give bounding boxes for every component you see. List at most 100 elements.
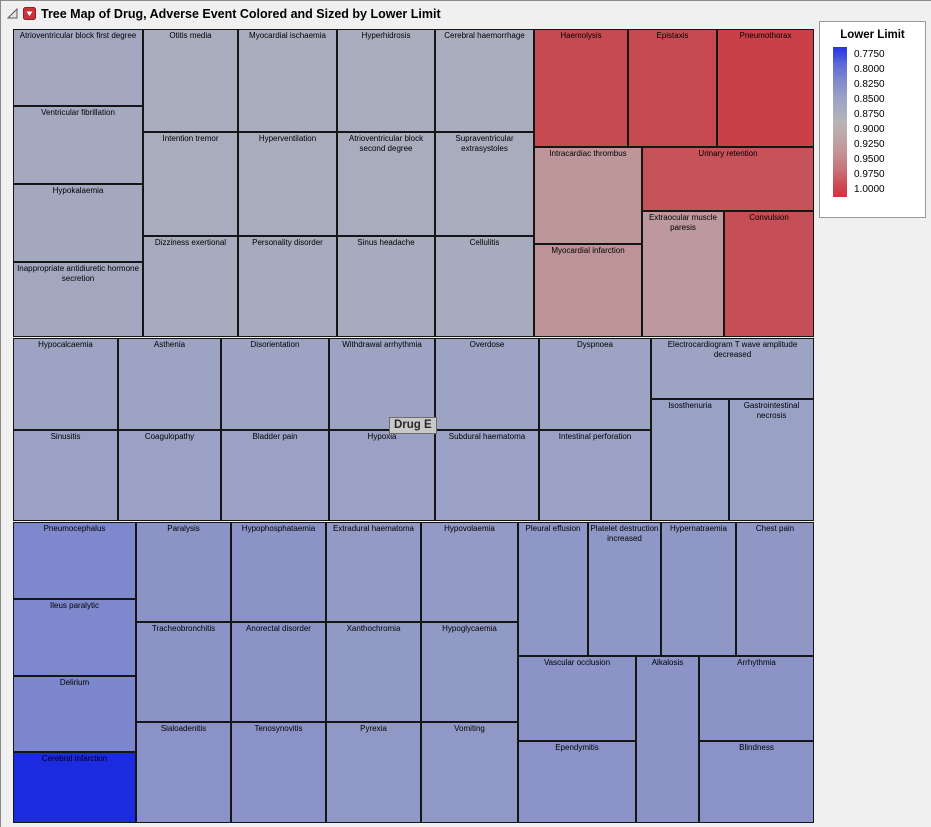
treemap-cell[interactable]: Paralysis [136,522,231,622]
treemap-cell[interactable]: Haemolysis [534,29,628,147]
treemap-cell-label: Myocardial infarction [551,246,625,255]
treemap-cell[interactable]: Sinus headache [337,236,435,337]
treemap-cell-label: Tracheobronchitis [151,624,216,633]
treemap-cell[interactable]: Sinusitis [13,430,118,521]
treemap-cell[interactable]: Hypoglycaemia [421,622,518,722]
treemap-cell[interactable]: Ventricular fibrillation [13,106,143,184]
treemap-cell[interactable]: Intracardiac thrombus [534,147,642,244]
treemap-cell[interactable]: Arrhythmia [699,656,814,741]
treemap-cell[interactable]: Cellulitis [435,236,534,337]
disclosure-triangle-icon[interactable] [7,8,18,19]
treemap-cell[interactable]: Cerebral haemorrhage [435,29,534,132]
treemap-cell[interactable]: Vascular occlusion [518,656,636,741]
treemap-cell[interactable]: Bladder pain [221,430,329,521]
treemap-cell[interactable]: Extradural haematoma [326,522,421,622]
treemap-cell-label: Hypovolaemia [444,524,495,533]
treemap-cell[interactable]: Coagulopathy [118,430,221,521]
treemap-cell-label: Hypernatraemia [670,524,727,533]
legend-gradient-bar[interactable] [833,47,847,197]
treemap-cell[interactable]: Personality disorder [238,236,337,337]
treemap-cell[interactable]: Subdural haematoma [435,430,539,521]
treemap-cell[interactable]: Atrioventricular block second degree [337,132,435,236]
treemap-cell[interactable]: Dyspnoea [539,338,651,430]
treemap-cell-label: Atrioventricular block first degree [19,31,137,40]
treemap-cell[interactable]: Ependymitis [518,741,636,823]
treemap-cell-label: Hyperventilation [258,134,317,143]
treemap-cell-label: Hypokalaemia [52,186,104,195]
legend-tick-label: 0.9000 [854,124,885,135]
treemap-cell[interactable]: Convulsion [724,211,814,337]
treemap-cell-label: Extradural haematoma [333,524,414,533]
treemap-cell[interactable]: Dizziness exertional [143,236,238,337]
treemap-cell[interactable]: Extraocular muscle paresis [642,211,724,337]
treemap-cell[interactable]: Pneumothorax [717,29,814,147]
treemap-cell[interactable]: Xanthochromia [326,622,421,722]
treemap-cell[interactable]: Supraventricular extrasystoles [435,132,534,236]
treemap-cell-label: Chest pain [755,524,795,533]
treemap-cell[interactable]: Hyperhidrosis [337,29,435,132]
treemap-cell[interactable]: Hypoxia [329,430,435,521]
legend-tick-label: 0.8250 [854,79,885,90]
treemap-cell[interactable]: Pneumocephalus [13,522,136,599]
treemap-cell-label: Pneumocephalus [43,524,106,533]
legend-tick-label: 1.0000 [854,184,885,195]
treemap-cell[interactable]: Tracheobronchitis [136,622,231,722]
treemap-cell-label: Overdose [469,340,505,349]
treemap-cell[interactable]: Myocardial infarction [534,244,642,337]
treemap-cell[interactable]: Inappropriate antidiuretic hormone secre… [13,262,143,337]
treemap-cell[interactable]: Delirium [13,676,136,752]
treemap-cell[interactable]: Myocardial ischaemia [238,29,337,132]
treemap-cell[interactable]: Hypokalaemia [13,184,143,262]
treemap-cell-label: Anorectal disorder [246,624,311,633]
treemap-cell-label: Hypocalcaemia [38,340,93,349]
treemap-cell-label: Alkalosis [651,658,684,667]
treemap-cell-label: Disorientation [250,340,300,349]
treemap-cell[interactable]: Sialoadenitis [136,722,231,823]
treemap-cell-label: Personality disorder [252,238,323,247]
treemap-cell[interactable]: Isosthenuria [651,399,729,521]
treemap-cell[interactable]: Chest pain [736,522,814,656]
treemap-cell[interactable]: Atrioventricular block first degree [13,29,143,106]
page-title: Tree Map of Drug, Adverse Event Colored … [41,6,441,21]
treemap-cell[interactable]: Urinary retention [642,147,814,211]
legend-tick-label: 0.8500 [854,94,885,105]
treemap-cell[interactable]: Blindness [699,741,814,823]
treemap-cell[interactable]: Alkalosis [636,656,699,823]
treemap-cell[interactable]: Hypovolaemia [421,522,518,622]
treemap-cell-label: Intracardiac thrombus [549,149,627,158]
treemap-cell[interactable]: Hypernatraemia [661,522,736,656]
treemap-cell[interactable]: Hypophosphataemia [231,522,326,622]
treemap-cell[interactable]: Pyrexia [326,722,421,823]
legend-title: Lower Limit [840,29,905,41]
treemap-cell-label: Supraventricular extrasystoles [455,134,514,153]
treemap-cell[interactable]: Gastrointestinal necrosis [729,399,814,521]
treemap-cell[interactable]: Disorientation [221,338,329,430]
treemap-cell[interactable]: Hypocalcaemia [13,338,118,430]
treemap-cell-label: Inappropriate antidiuretic hormone secre… [17,264,139,283]
treemap-cell-label: Isosthenuria [668,401,712,410]
red-triangle-menu-icon[interactable] [23,7,36,20]
treemap-cell[interactable]: Epistaxis [628,29,717,147]
treemap-cell-label: Sinusitis [50,432,81,441]
legend-panel: Lower Limit 0.7750 0.8000 0.8250 0.8500 0.87… [819,21,926,218]
treemap-cell[interactable]: Hyperventilation [238,132,337,236]
treemap-cell[interactable]: Cerebral infarction [13,752,136,823]
treemap-cell[interactable]: Vomiting [421,722,518,823]
treemap-cell[interactable]: Withdrawal arrhythmia [329,338,435,430]
treemap-cell[interactable]: Intestinal perforation [539,430,651,521]
treemap-cell-label: Atrioventricular block second degree [348,134,424,153]
treemap-cell-label: Extraocular muscle paresis [648,213,718,232]
legend-tick-label: 0.9250 [854,139,885,150]
treemap-cell[interactable]: Platelet destruction increased [588,522,661,656]
treemap-cell[interactable]: Anorectal disorder [231,622,326,722]
treemap-cell[interactable]: Intention tremor [143,132,238,236]
treemap-cell-label: Platelet destruction increased [590,524,659,543]
treemap-cell[interactable]: Overdose [435,338,539,430]
treemap-cell[interactable]: Electrocardiogram T wave amplitude decre… [651,338,814,399]
treemap-cell[interactable]: Pleural effusion [518,522,588,656]
treemap-cell[interactable]: Otitis media [143,29,238,132]
treemap-cell[interactable]: Ileus paralytic [13,599,136,676]
treemap-cell[interactable]: Tenosynovitis [231,722,326,823]
treemap-cell[interactable]: Asthenia [118,338,221,430]
